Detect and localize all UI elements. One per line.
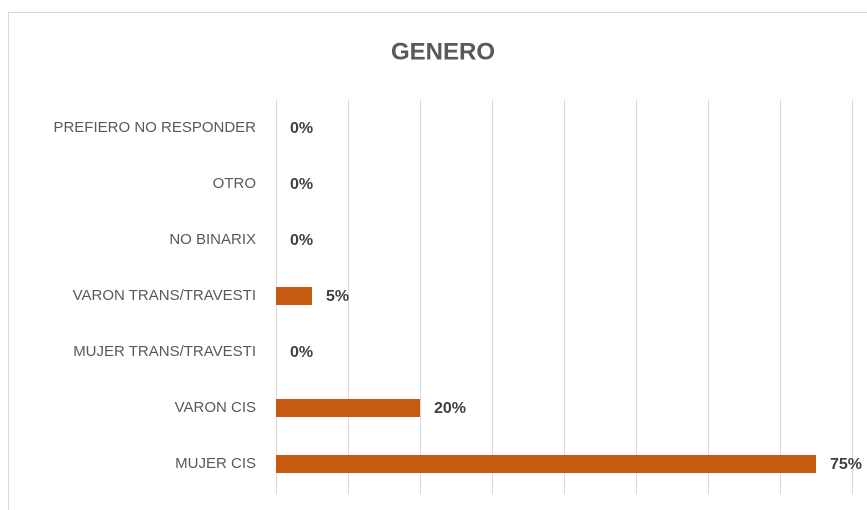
category-label: MUJER TRANS/TRAVESTI [73,343,256,360]
value-label: 75% [830,456,862,473]
chart-frame [8,12,867,510]
chart-title: GENERO [391,38,495,65]
bar [276,399,420,417]
value-label: 0% [290,176,313,193]
value-label: 0% [290,120,313,137]
value-label: 20% [434,400,466,417]
category-label: OTRO [213,175,256,192]
value-label: 0% [290,344,313,361]
category-label: PREFIERO NO RESPONDER [53,119,256,136]
value-label: 0% [290,232,313,249]
category-label: VARON TRANS/TRAVESTI [73,287,256,304]
category-label: NO BINARIX [169,231,256,248]
bar [276,287,312,305]
category-label: VARON CIS [175,399,256,416]
value-label: 5% [326,288,349,305]
category-label: MUJER CIS [175,455,256,472]
bar [276,455,816,473]
